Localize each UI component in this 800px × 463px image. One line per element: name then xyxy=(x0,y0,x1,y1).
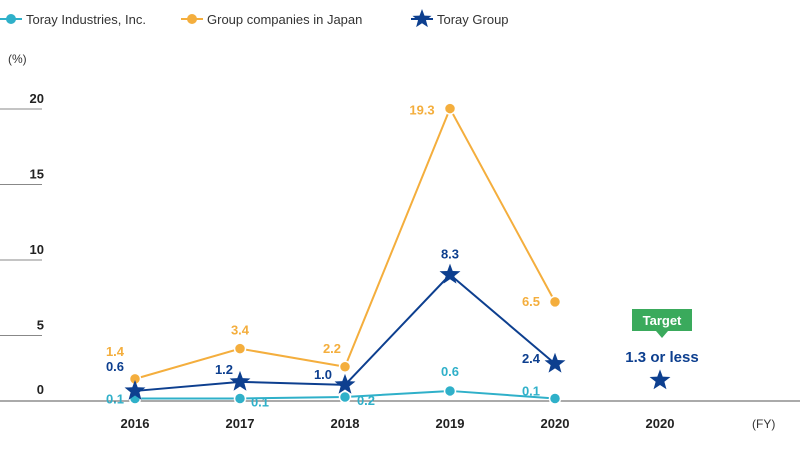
data-label: 0.2 xyxy=(357,393,375,408)
data-label: 6.5 xyxy=(522,294,540,309)
data-label: 1.4 xyxy=(106,344,125,359)
data-label: 1.2 xyxy=(215,362,233,377)
point-marker xyxy=(443,384,457,398)
y-axis: 0 5 10 15 20 xyxy=(0,91,44,397)
star-marker xyxy=(649,369,671,390)
data-label: 2.4 xyxy=(522,351,541,366)
series-line xyxy=(134,273,556,392)
target-badge xyxy=(632,309,692,331)
data-labels: 0.1 0.1 0.2 0.6 0.1 1.4 3.4 2.2 19.3 6.5 0.6 1.2 1.0… xyxy=(106,103,541,410)
data-label: 0.1 xyxy=(251,394,269,409)
star-marker xyxy=(439,263,461,284)
legend-circle-icon xyxy=(6,14,16,24)
data-label: 0.6 xyxy=(106,359,124,374)
point-marker xyxy=(548,392,562,405)
y-tick-label: 5 xyxy=(37,318,44,333)
x-tick-label: 2020 xyxy=(541,416,570,431)
x-tick-label: 2020 xyxy=(646,416,675,431)
data-label: 8.3 xyxy=(441,247,459,262)
legend-label: Toray Industries, Inc. xyxy=(26,12,146,27)
star-marker xyxy=(229,370,251,391)
y-axis-unit-label: (%) xyxy=(8,52,27,66)
x-tick-label: 2019 xyxy=(436,416,465,431)
point-marker xyxy=(233,342,247,355)
point-marker xyxy=(338,360,352,374)
data-label: 0.1 xyxy=(522,383,540,398)
point-marker xyxy=(443,102,457,115)
data-label: 19.3 xyxy=(409,103,434,118)
y-tick-label: 10 xyxy=(30,242,44,257)
series-line xyxy=(134,106,556,380)
legend-label: Toray Group xyxy=(437,12,509,27)
x-tick-label: 2017 xyxy=(226,416,255,431)
star-marker xyxy=(124,379,146,400)
target-badge-pointer xyxy=(656,331,668,338)
x-axis: 2016 2017 2018 2019 2020 2020 xyxy=(121,416,675,431)
series-lines xyxy=(134,106,556,400)
target-value-label: 1.3 or less xyxy=(625,349,698,366)
series-markers xyxy=(124,102,671,405)
legend-star-icon xyxy=(412,9,432,28)
legend: Toray Industries, Inc. Group companies in… xyxy=(0,9,509,28)
target-annotation: Target 1.3 or less xyxy=(625,309,699,366)
data-label: 0.1 xyxy=(106,391,124,406)
x-tick-label: 2018 xyxy=(331,416,360,431)
legend-label: Group companies in Japan xyxy=(207,12,362,27)
x-tick-label: 2016 xyxy=(121,416,150,431)
data-label: 2.2 xyxy=(323,341,341,356)
star-marker xyxy=(544,352,566,373)
y-tick-label: 15 xyxy=(30,167,44,182)
data-label: 3.4 xyxy=(231,323,250,338)
star-marker xyxy=(334,373,356,394)
x-axis-unit-label: (FY) xyxy=(752,417,775,431)
legend-circle-icon xyxy=(187,14,197,24)
y-tick-label: 20 xyxy=(30,91,44,106)
point-marker xyxy=(548,295,562,309)
target-badge-label: Target xyxy=(643,313,682,328)
data-label: 1.0 xyxy=(314,367,332,382)
point-marker xyxy=(233,392,247,405)
point-marker xyxy=(338,390,352,404)
y-tick-label: 0 xyxy=(37,382,44,397)
data-label: 0.6 xyxy=(441,364,459,379)
